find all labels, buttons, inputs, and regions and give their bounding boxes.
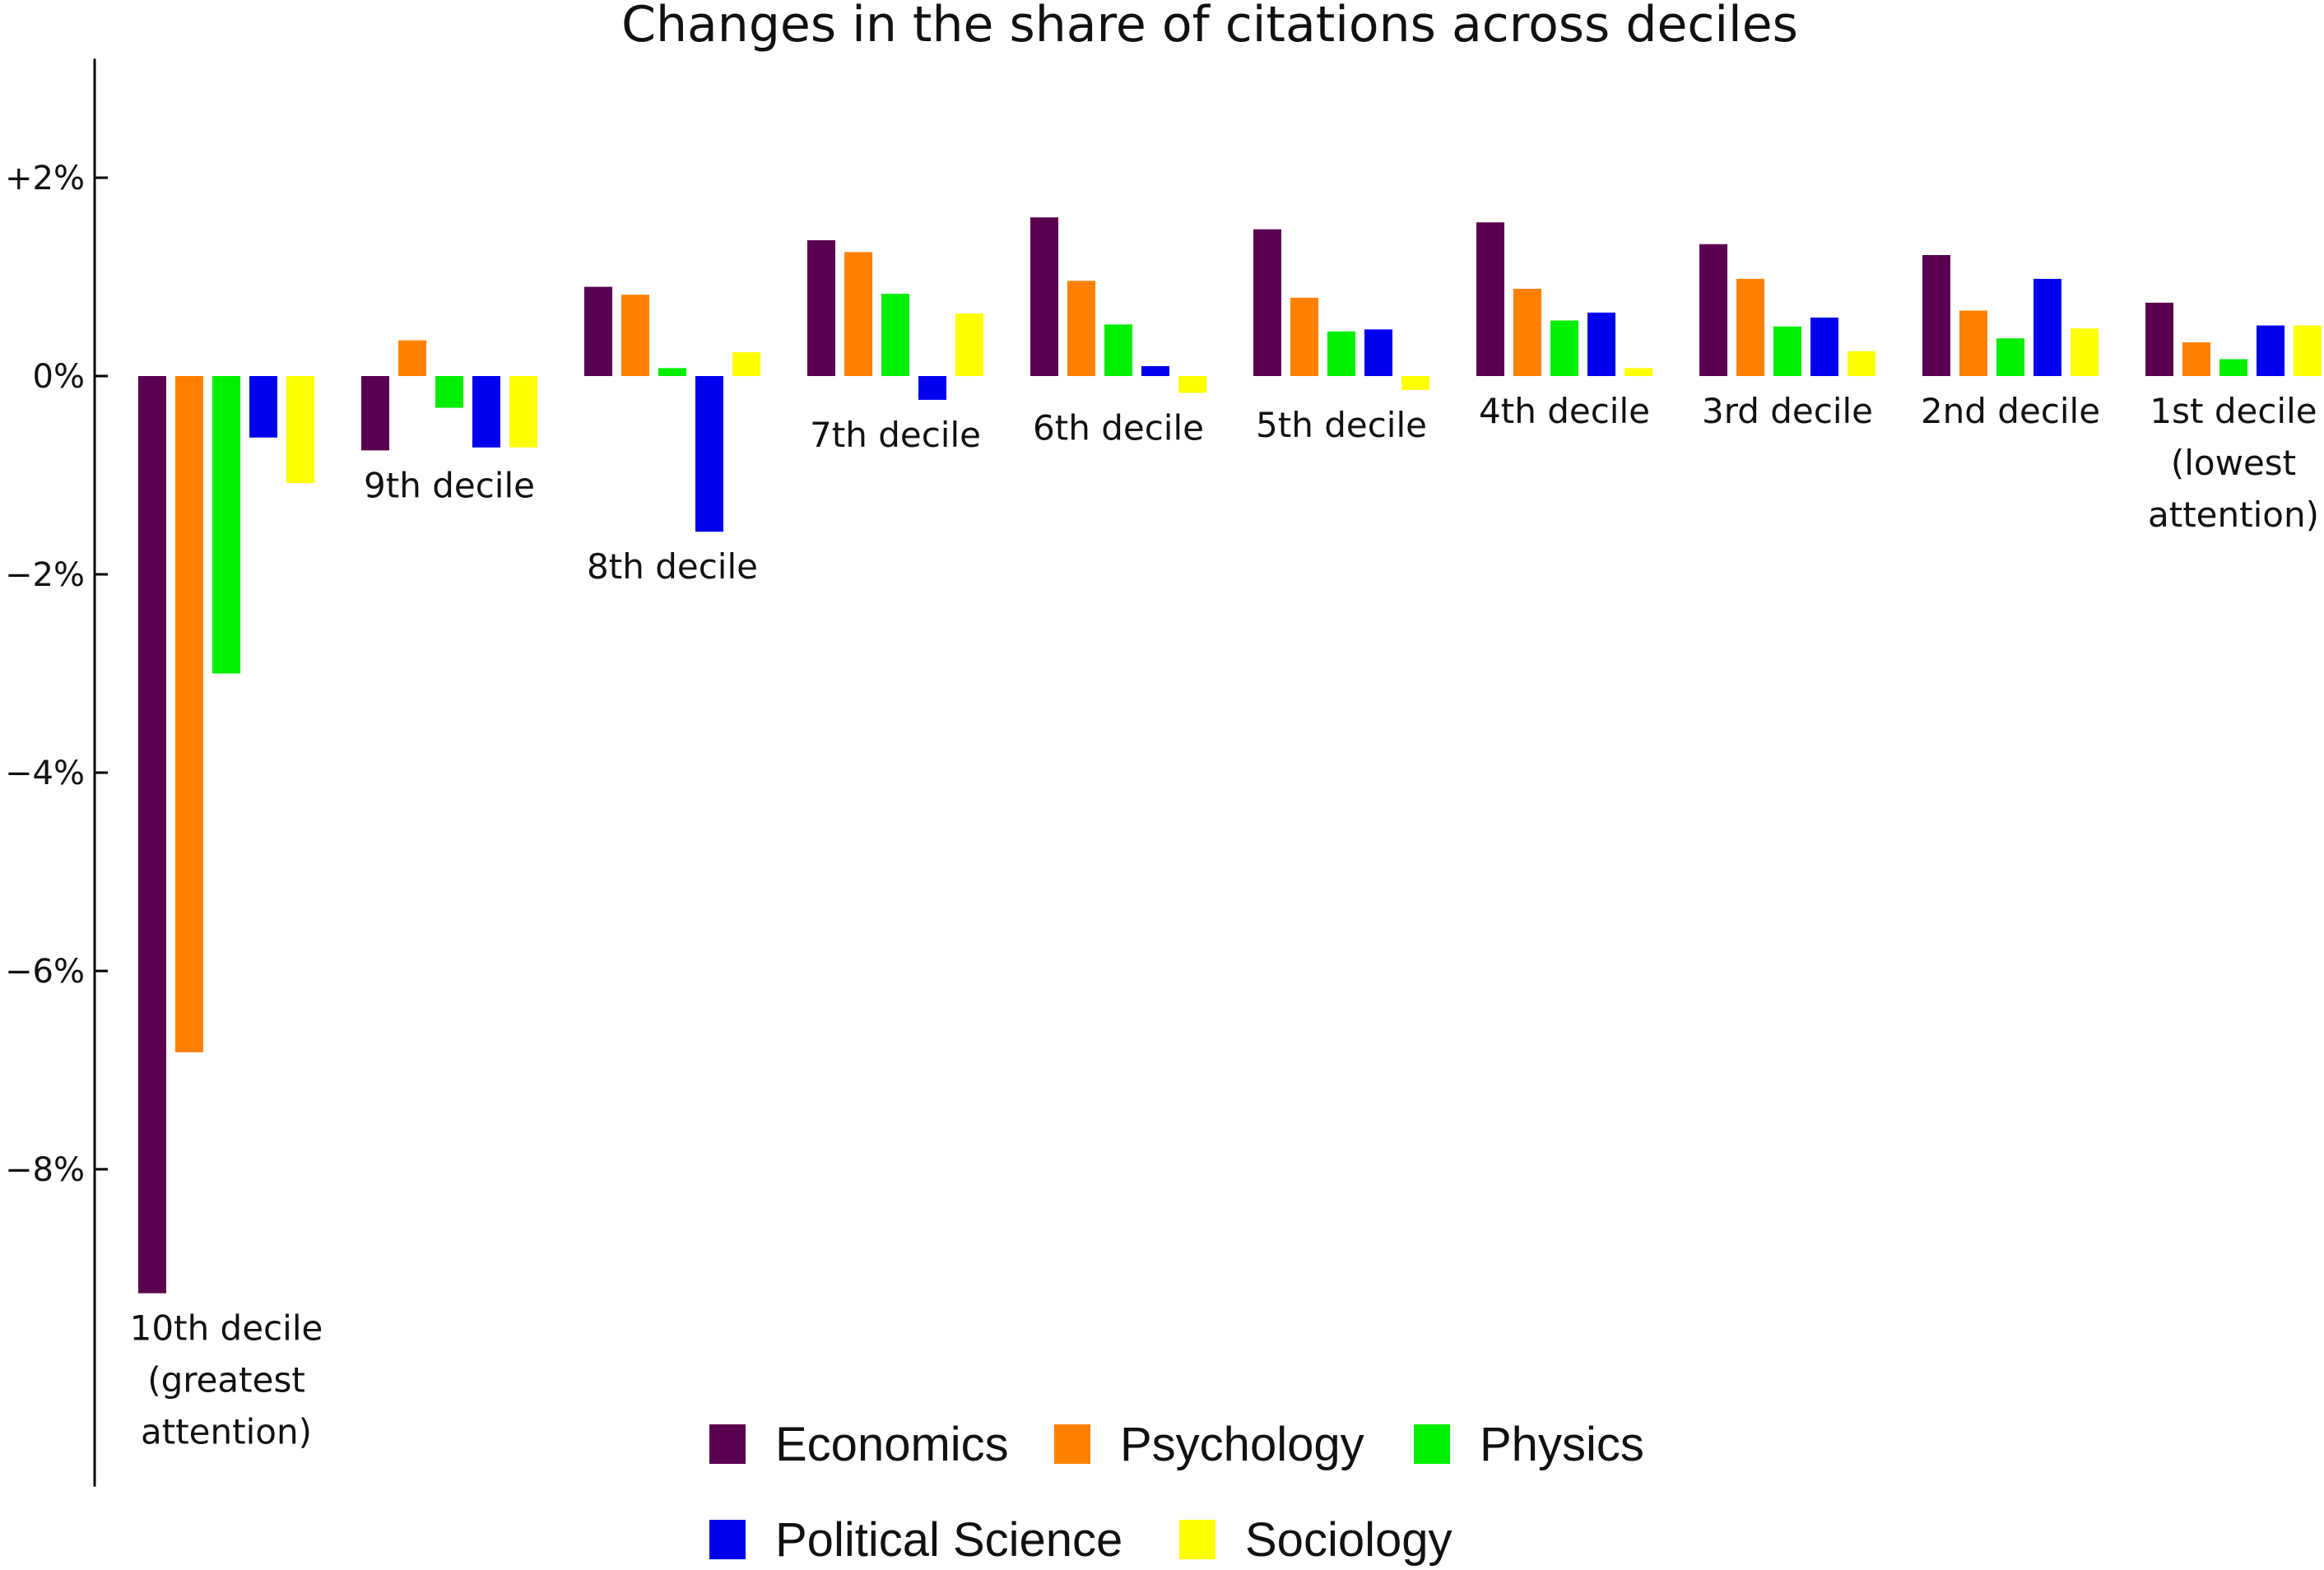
y-tick-label: 0% [33, 358, 85, 396]
y-axis: +2% 0% −2% −4% −6% −8% [5, 58, 108, 1487]
bar [286, 376, 314, 484]
category-label: 7th decile [810, 415, 981, 455]
bar [1290, 297, 1318, 376]
bar [1104, 324, 1132, 376]
bar [695, 376, 723, 532]
bar [658, 368, 686, 376]
bar [844, 252, 872, 376]
bar [955, 314, 983, 376]
bar [435, 376, 463, 408]
legend: Economics Psychology Physics Political Scie… [709, 1418, 1644, 1567]
category-label: attention) [2148, 495, 2319, 535]
bar [1810, 317, 1838, 376]
bar [2145, 302, 2173, 376]
category-label: 5th decile [1256, 405, 1427, 445]
legend-swatch [1054, 1424, 1090, 1464]
category-label: 3rd decile [1702, 391, 1873, 431]
bar [918, 376, 946, 400]
bar [1773, 326, 1801, 376]
bar [1253, 229, 1281, 376]
bar [1364, 329, 1392, 376]
category-label: 9th decile [364, 465, 535, 505]
bar [1550, 320, 1578, 376]
y-tick-label: −2% [5, 556, 85, 594]
y-tick-label: −8% [5, 1151, 85, 1189]
legend-swatch [1179, 1520, 1215, 1559]
bar [212, 376, 240, 674]
bar [175, 376, 203, 1052]
category-label: 10th decile [130, 1308, 323, 1349]
category-label: 8th decile [587, 546, 758, 587]
bar [2182, 342, 2210, 376]
bar [249, 376, 277, 438]
bar [1030, 217, 1058, 376]
legend-label: Economics [775, 1418, 1009, 1471]
bar [1476, 222, 1504, 376]
y-tick-label: −4% [5, 755, 85, 792]
bar [1067, 281, 1095, 376]
bar [1513, 288, 1541, 376]
y-tick-label: −6% [5, 953, 85, 991]
bar [509, 376, 537, 448]
bars [138, 217, 2322, 1294]
legend-label: Psychology [1120, 1418, 1364, 1471]
bar [1922, 254, 1950, 376]
legend-label: Physics [1480, 1418, 1644, 1471]
bar [1178, 376, 1206, 393]
bar [621, 295, 649, 376]
bar [1736, 278, 1764, 376]
category-labels: 10th decile (greatest attention) 9th decile… [130, 391, 2319, 1452]
bar [2219, 359, 2247, 376]
legend-label: Political Science [775, 1513, 1122, 1567]
category-label: 1st decile [2150, 391, 2317, 431]
bar [398, 340, 426, 376]
category-label: attention) [141, 1412, 312, 1452]
category-label: (greatest [147, 1360, 305, 1400]
bar [2034, 278, 2061, 376]
bar [1624, 368, 1652, 376]
bar [1996, 338, 2024, 376]
bar [2294, 325, 2322, 376]
bar [881, 293, 909, 376]
legend-label: Sociology [1245, 1513, 1452, 1567]
chart-title: Changes in the share of citations across… [621, 0, 1798, 53]
bar [584, 286, 612, 376]
category-label: 2nd decile [1921, 391, 2100, 431]
bar [1699, 244, 1727, 376]
legend-swatch [709, 1520, 746, 1559]
legend-swatch [709, 1424, 746, 1464]
bar [138, 376, 166, 1294]
bar [732, 352, 760, 376]
bar [2071, 328, 2099, 376]
category-label: 6th decile [1033, 407, 1204, 448]
category-label: (lowest [2171, 443, 2296, 483]
bar [361, 376, 389, 451]
bar [2257, 325, 2284, 376]
bar [1848, 351, 1875, 376]
bar [1141, 365, 1169, 376]
bar [807, 239, 835, 376]
legend-swatch [1414, 1424, 1450, 1464]
bar [472, 376, 500, 448]
y-tick-label: +2% [5, 160, 85, 197]
bar [1327, 331, 1355, 376]
bar [1959, 310, 1987, 376]
category-label: 4th decile [1479, 391, 1650, 431]
bar [1587, 312, 1615, 376]
bar [1401, 376, 1429, 390]
